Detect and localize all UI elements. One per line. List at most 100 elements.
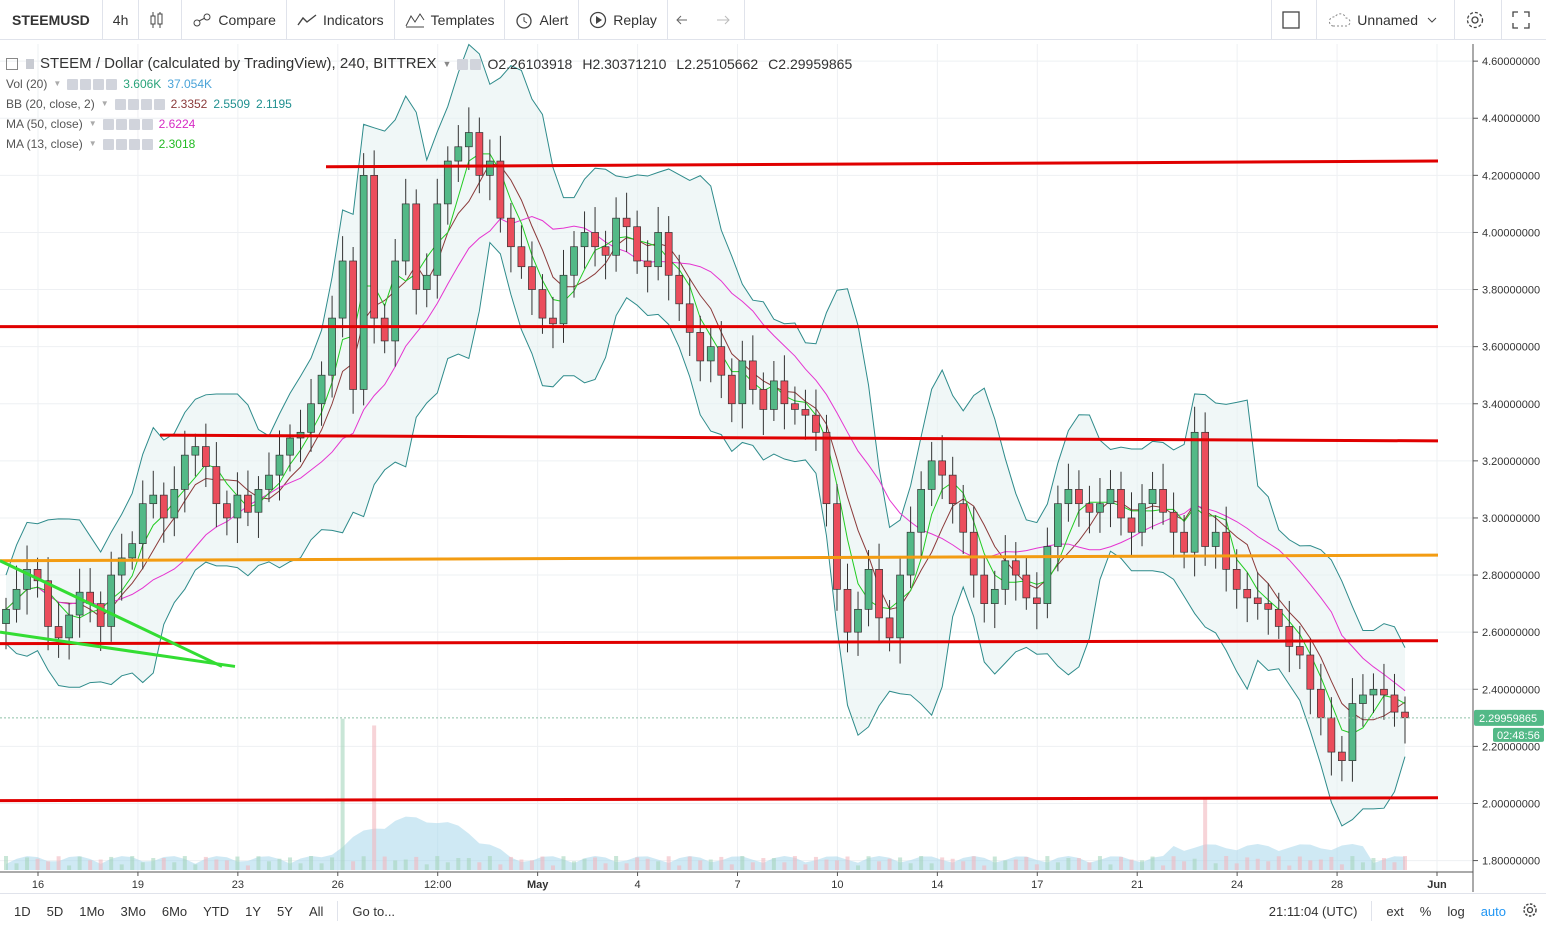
- candle: [1274, 608, 1283, 627]
- volume-bar: [46, 861, 51, 870]
- chart-type-button[interactable]: [139, 0, 183, 40]
- candle: [770, 380, 778, 410]
- candle: [307, 403, 315, 433]
- range-button[interactable]: All: [308, 903, 324, 919]
- goto-button[interactable]: Go to...: [352, 903, 396, 919]
- ext-button[interactable]: ext: [1386, 903, 1404, 919]
- candle: [464, 132, 473, 148]
- compare-button[interactable]: Compare: [182, 0, 287, 40]
- range-button[interactable]: 1Y: [245, 903, 262, 919]
- range-button[interactable]: YTD: [203, 903, 230, 919]
- auto-button[interactable]: auto: [1480, 903, 1506, 919]
- range-button[interactable]: 1Mo: [79, 903, 105, 919]
- volume-bar: [540, 856, 545, 870]
- candle: [317, 374, 326, 405]
- candle: [917, 489, 925, 533]
- range-button[interactable]: 1D: [14, 903, 31, 919]
- countdown-tag: [1493, 727, 1544, 742]
- volume-bar: [834, 860, 839, 870]
- alert-button[interactable]: Alert: [505, 0, 580, 40]
- volume-bar: [708, 859, 713, 870]
- volume-bar: [1350, 856, 1355, 870]
- fullscreen-toggle-button[interactable]: [1271, 0, 1318, 40]
- candle: [727, 374, 736, 405]
- candle: [864, 569, 873, 610]
- redo-icon: [716, 15, 730, 24]
- candle: [1243, 588, 1252, 599]
- candle: [612, 217, 620, 256]
- range-button[interactable]: 6Mo: [161, 903, 188, 919]
- log-button[interactable]: log: [1447, 903, 1465, 919]
- candle: [1253, 597, 1262, 604]
- support-resistance-line[interactable]: [325, 159, 1439, 169]
- series-buttons[interactable]: [457, 58, 482, 70]
- volume-bar: [982, 865, 987, 870]
- volume-bar: [4, 856, 8, 870]
- candle: [454, 146, 463, 162]
- undo-button[interactable]: [668, 0, 706, 40]
- volume-bar: [456, 858, 461, 870]
- price-chart[interactable]: 4.60000000 4.40000000 4.20000000 4.00000000…: [0, 41, 1546, 893]
- candle: [244, 494, 252, 513]
- undo-icon: [676, 15, 687, 24]
- symbol-button[interactable]: STEEMUSD: [0, 0, 103, 40]
- price-axis-label: 3.60000000: [1482, 342, 1540, 354]
- ma50-buttons[interactable]: [102, 118, 153, 130]
- layout-button[interactable]: Unnamed: [1317, 0, 1455, 40]
- collapse-legend-icon[interactable]: [6, 58, 18, 70]
- price-axis-label: 2.00000000: [1482, 798, 1540, 810]
- settings-button[interactable]: [1455, 0, 1502, 40]
- templates-icon: [405, 12, 425, 27]
- ma50-legend-row: MA (50, close) ▼ 2.6224: [6, 114, 852, 134]
- vol-label[interactable]: Vol (20): [6, 77, 48, 91]
- volume-bar: [940, 857, 945, 870]
- legend-chevron-icon[interactable]: ▼: [442, 59, 452, 69]
- volume-bar: [56, 856, 61, 870]
- candle: [633, 226, 641, 262]
- volume-bar: [477, 862, 482, 870]
- volume-bar: [666, 856, 671, 870]
- candle: [1306, 654, 1315, 690]
- low-value: L2.25105662: [676, 56, 759, 72]
- trend-line[interactable]: [0, 630, 236, 668]
- bb-buttons[interactable]: [114, 98, 165, 110]
- volume-bar: [877, 861, 882, 870]
- volume-bar: [140, 862, 145, 870]
- range-button[interactable]: 3Mo: [120, 903, 146, 919]
- clock[interactable]: 21:11:04 (UTC): [1268, 903, 1358, 919]
- percent-button[interactable]: %: [1419, 903, 1432, 919]
- ma13-label[interactable]: MA (13, close): [6, 137, 83, 151]
- support-resistance-line[interactable]: [0, 639, 1439, 646]
- volume-bar: [624, 863, 629, 870]
- range-button[interactable]: 5D: [46, 903, 64, 919]
- support-resistance-line[interactable]: [159, 433, 1439, 443]
- volume-bar: [856, 865, 861, 870]
- candle: [675, 274, 684, 305]
- volume-bar: [1255, 858, 1260, 870]
- ma50-label[interactable]: MA (50, close): [6, 117, 83, 131]
- interval-button[interactable]: 4h: [103, 0, 140, 40]
- expand-button[interactable]: [1502, 0, 1546, 40]
- replay-button[interactable]: Replay: [579, 0, 668, 40]
- vol-buttons[interactable]: [67, 78, 118, 90]
- indicators-button[interactable]: Indicators: [287, 0, 395, 40]
- volume-bar: [1171, 856, 1176, 870]
- candle: [717, 346, 726, 376]
- candle: [75, 591, 84, 616]
- volume-bar: [109, 856, 114, 870]
- range-button[interactable]: 5Y: [277, 903, 293, 919]
- support-resistance-line[interactable]: [0, 796, 1439, 803]
- volume-bar: [1318, 859, 1323, 870]
- redo-button[interactable]: [706, 0, 745, 40]
- trend-line[interactable]: [0, 559, 223, 668]
- candle: [822, 431, 831, 505]
- templates-button[interactable]: Templates: [395, 0, 506, 40]
- current-price-label: 2.29959865: [1479, 713, 1537, 725]
- chart-settings-button[interactable]: [1514, 902, 1546, 921]
- chart-area[interactable]: 4.60000000 4.40000000 4.20000000 4.00000000…: [0, 41, 1546, 893]
- legend-title: STEEM / Dollar (calculated by TradingVie…: [40, 55, 437, 72]
- support-resistance-line[interactable]: [0, 553, 1439, 563]
- bb-label[interactable]: BB (20, close, 2): [6, 97, 95, 111]
- volume-bar: [266, 861, 271, 870]
- ma13-buttons[interactable]: [102, 138, 153, 150]
